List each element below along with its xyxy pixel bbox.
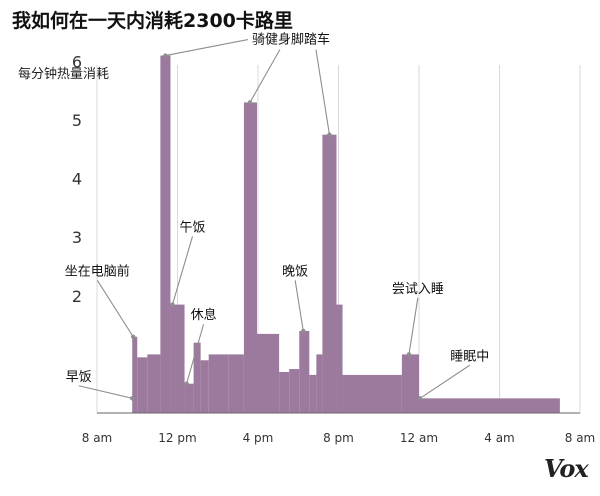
callout-1-leader [249,49,281,103]
x-tick-0: 8 am [82,431,113,445]
annotation-3-dot [184,381,189,386]
bar-0 [132,336,138,413]
bar-6 [193,342,201,413]
annotation-2-leader [171,236,194,305]
annotation-6-dot [417,396,423,401]
y-tick-2: 4 [72,170,82,189]
y-axis-label: 每分钟热量消耗 [18,67,110,82]
annotation-0: 早饭 [66,370,92,385]
bar-12 [279,371,290,413]
annotation-2: 午饭 [180,220,206,235]
bar-13 [289,369,300,413]
annotation-4-dot [301,328,306,334]
x-tick-2: 4 pm [243,431,274,445]
annotation-3-leader [186,324,205,384]
bar-21 [419,398,560,413]
y-tick-4: 6 [72,52,82,71]
callout-label: 骑健身脚踏车 [252,32,330,48]
annotation-5-dot [406,352,412,357]
x-tick-1: 12 pm [158,431,196,445]
bar-20 [401,354,419,413]
callout-1-dot [247,100,253,105]
bar-18 [336,304,343,413]
annotation-1-dot [131,334,136,340]
annotation-5-leader [408,297,419,355]
annotation-4-leader [294,280,304,332]
bar-1 [137,357,148,413]
y-tick-3: 5 [72,111,82,130]
x-tick-4: 12 am [400,431,438,445]
x-tick-5: 4 am [484,431,515,445]
annotation-2-dot [170,302,175,307]
bar-11 [256,333,280,413]
callout-0-leader [165,39,249,57]
annotation-3: 休息 [191,307,217,323]
annotation-4: 晚饭 [282,264,308,279]
annotation-0-dot [130,396,135,401]
bar-15 [309,374,317,413]
bar-4 [170,304,185,413]
bar-17 [322,134,337,413]
y-tick-1: 3 [72,228,82,247]
annotation-5: 尝试入睡 [392,282,444,297]
bar-8 [208,354,229,413]
callout-0-dot [163,53,168,58]
bar-9 [228,354,244,413]
bar-19 [342,374,402,413]
annotation-6-leader [419,364,470,399]
bar-7 [200,360,209,413]
bar-2 [147,354,161,413]
annotation-1: 坐在电脑前 [65,263,130,279]
y-tick-0: 2 [72,287,82,306]
bar-5 [184,383,194,413]
y-ticks: 2 3 4 5 6 [72,52,82,305]
callout-2-leader [315,49,330,135]
annotation-6: 睡眠中 [450,349,489,364]
vox-logo: Vox [544,454,589,483]
callout-2-dot [327,132,332,137]
x-tick-6: 8 am [565,431,596,445]
bar-14 [299,330,310,413]
bar-3 [160,55,171,413]
chart-title: 我如何在一天内消耗2300卡路里 [12,10,293,32]
annotation-0-leader [78,385,133,399]
bars [132,55,560,414]
bar-10 [243,102,257,414]
bar-16 [316,354,323,413]
x-ticks: 8 am 12 pm 4 pm 8 pm 12 am 4 am 8 am [82,431,596,445]
x-tick-3: 8 pm [323,431,354,445]
annotation-1-leader [96,279,134,338]
